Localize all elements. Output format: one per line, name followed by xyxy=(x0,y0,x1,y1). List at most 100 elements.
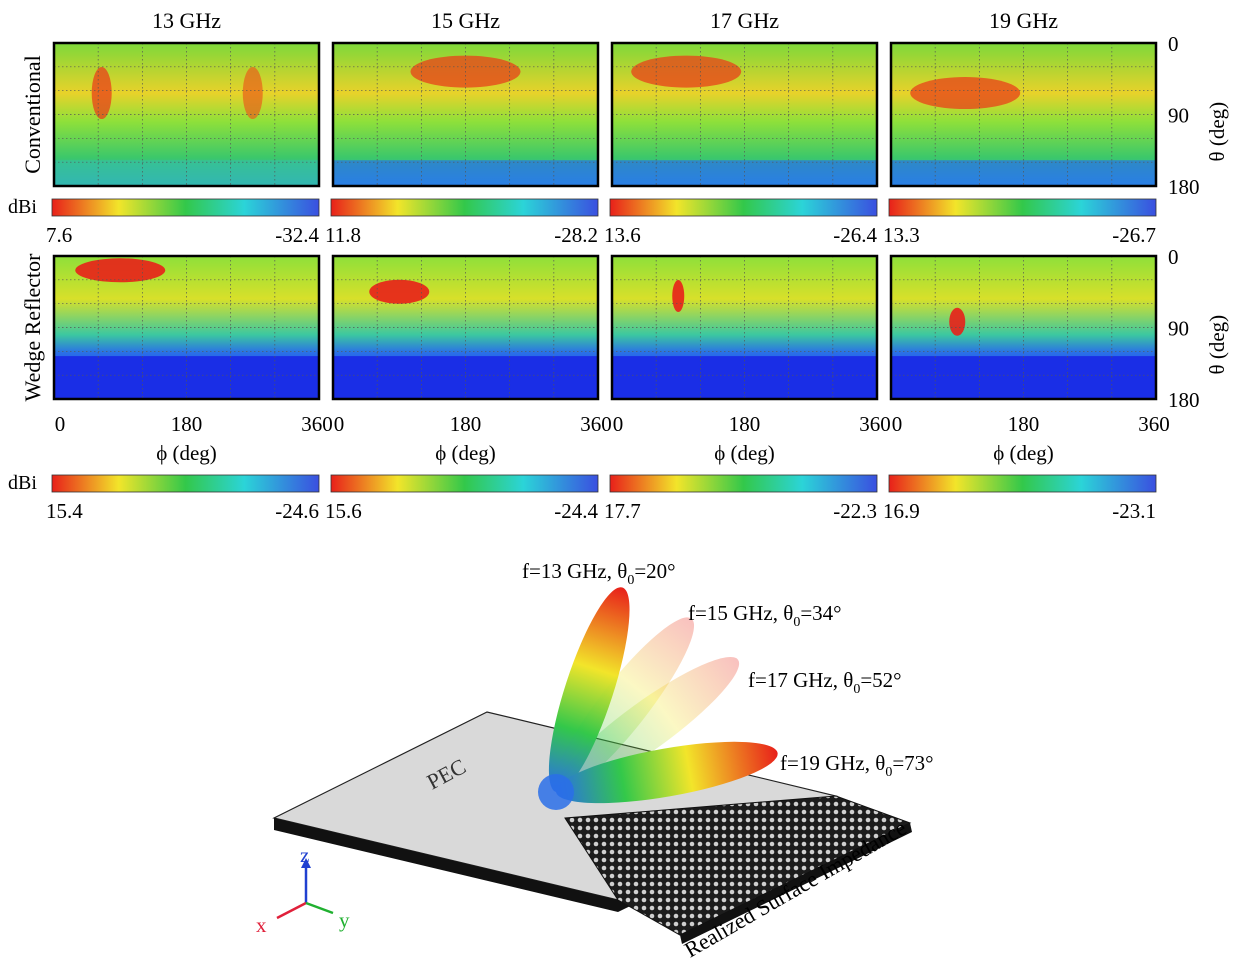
beam-label: f=15 GHz, θ0=34° xyxy=(688,601,842,630)
lobe-shape xyxy=(555,741,778,804)
lower-region xyxy=(612,160,877,186)
theta-tick-label: 0 xyxy=(1168,245,1179,269)
colorbar-min: -24.6 xyxy=(275,499,319,523)
theta-tick-label: 180 xyxy=(1168,175,1200,199)
beam-label: f=17 GHz, θ0=52° xyxy=(748,668,902,697)
main-lobe xyxy=(631,55,742,88)
lower-region xyxy=(54,160,319,186)
phi-tick-label: 180 xyxy=(1008,412,1040,436)
beam-label-sub: 0 xyxy=(793,615,800,630)
colorbar-min: -26.4 xyxy=(833,223,877,247)
conventional-pattern-map xyxy=(331,41,600,188)
frequency-header: 17 GHz xyxy=(710,8,779,33)
lower-region xyxy=(891,356,1156,399)
frequency-header: 13 GHz xyxy=(152,8,221,33)
frequency-header: 19 GHz xyxy=(989,8,1058,33)
colorbar xyxy=(330,474,599,493)
colorbar-max: 13.3 xyxy=(883,223,920,247)
lower-region xyxy=(612,356,877,399)
main-lobe xyxy=(91,67,112,120)
colorbar xyxy=(888,198,1157,217)
lower-region xyxy=(54,356,319,399)
colorbar-min: -24.4 xyxy=(554,499,598,523)
main-lobe xyxy=(672,280,685,313)
lobe-shape xyxy=(554,656,740,795)
colorbar-min: -26.7 xyxy=(1112,223,1156,247)
conventional-pattern-map xyxy=(52,41,321,188)
phi-tick-label: 0 xyxy=(892,412,903,436)
colorbar-max: 15.6 xyxy=(325,499,362,523)
phi-tick-label: 180 xyxy=(171,412,203,436)
colorbar xyxy=(888,474,1157,493)
phi-tick-label: 360 xyxy=(859,412,891,436)
phi-axis-label: ϕ (deg) xyxy=(435,441,496,465)
panel-frame xyxy=(610,254,879,401)
beam-lobe xyxy=(554,656,740,795)
panel-frame xyxy=(52,254,321,401)
phi-axis-label: ϕ (deg) xyxy=(993,441,1054,465)
colorbar-unit: dBi xyxy=(8,196,37,218)
phi-tick-label: 0 xyxy=(613,412,624,436)
conventional-pattern-map xyxy=(889,41,1158,188)
lower-region xyxy=(333,160,598,186)
y-axis-arrow xyxy=(305,901,334,915)
row-label-conventional: Conventional xyxy=(20,55,45,174)
x-axis-arrow xyxy=(276,901,307,920)
colorbar xyxy=(609,474,878,493)
theta-axis-label: θ (deg) xyxy=(1205,102,1229,162)
phi-tick-label: 180 xyxy=(729,412,761,436)
beam-label: f=13 GHz, θ0=20° xyxy=(522,559,676,588)
feed-blob xyxy=(538,774,574,810)
main-lobe xyxy=(949,307,966,336)
colorbar xyxy=(330,198,599,217)
row-label-wedge: Wedge Reflector xyxy=(20,253,45,402)
panel-frame xyxy=(889,41,1158,188)
phi-tick-label: 360 xyxy=(301,412,333,436)
wedge-pattern-map xyxy=(889,254,1158,401)
colorbar-max: 11.8 xyxy=(325,223,361,247)
colorbar-min: -23.1 xyxy=(1112,499,1156,523)
beam-label-sub: 0 xyxy=(627,573,634,588)
phi-tick-label: 0 xyxy=(55,412,66,436)
wedge-pattern-map xyxy=(52,254,321,401)
colorbar xyxy=(51,474,320,493)
colorbar-max: 17.7 xyxy=(604,499,641,523)
phi-tick-label: 180 xyxy=(450,412,482,436)
beam-lobe xyxy=(548,587,630,793)
y-axis-label: y xyxy=(339,908,350,932)
beam-label-sub: 0 xyxy=(853,682,860,697)
phi-axis-label: ϕ (deg) xyxy=(156,441,217,465)
main-lobe xyxy=(369,279,430,304)
z-axis-label: z xyxy=(300,843,309,867)
main-lobe xyxy=(75,258,166,283)
colorbar-unit: dBi xyxy=(8,472,37,494)
main-lobe xyxy=(910,77,1021,110)
impedance-edge xyxy=(680,823,912,944)
z-arrowhead xyxy=(301,858,311,868)
main-lobe xyxy=(242,67,263,120)
radiation-pattern-panels: 13 GHz 15 GHz 17 GHz 19 GHz Conventional Wedg… xyxy=(8,8,1229,523)
conventional-pattern-map xyxy=(610,41,879,188)
beam-label-angle: =20° xyxy=(634,559,675,583)
panel-frame xyxy=(52,41,321,188)
beam-label-main: f=15 GHz, θ xyxy=(688,601,793,625)
colorbar-max: 15.4 xyxy=(46,499,83,523)
beam-lobe xyxy=(555,741,778,804)
phi-tick-label: 0 xyxy=(334,412,345,436)
theta-tick-label: 0 xyxy=(1168,32,1179,56)
colorbar-min: -32.4 xyxy=(275,223,319,247)
lower-region xyxy=(333,356,598,399)
x-axis-label: x xyxy=(256,913,267,937)
beam-label-main: f=19 GHz, θ xyxy=(780,751,885,775)
lower-region xyxy=(891,160,1156,186)
phi-tick-label: 360 xyxy=(580,412,612,436)
colorbar-max: 13.6 xyxy=(604,223,641,247)
colorbar-max: 16.9 xyxy=(883,499,920,523)
colorbar xyxy=(609,198,878,217)
frequency-header: 15 GHz xyxy=(431,8,500,33)
lobe-shape xyxy=(548,587,630,793)
plate-edge-front xyxy=(274,818,618,912)
phi-tick-label: 360 xyxy=(1138,412,1170,436)
